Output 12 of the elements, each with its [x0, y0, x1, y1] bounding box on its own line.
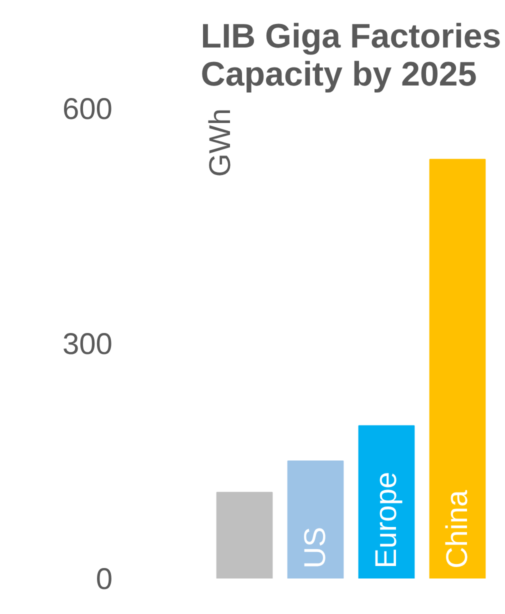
y-tick-label: 300 [62, 328, 113, 361]
chart-title: LIB Giga Factories Capacity by 2025 [200, 18, 502, 94]
bar [358, 425, 415, 578]
y-tick-label: 600 [62, 93, 113, 126]
y-tick-label: 0 [96, 563, 113, 596]
bar [429, 158, 486, 578]
bar [287, 460, 344, 578]
x-tick-label: China [440, 490, 474, 568]
bar [216, 492, 273, 578]
x-tick-label: US [299, 526, 332, 568]
x-tick-label: Europe [370, 472, 403, 568]
y-axis-title: GWh [204, 108, 237, 177]
